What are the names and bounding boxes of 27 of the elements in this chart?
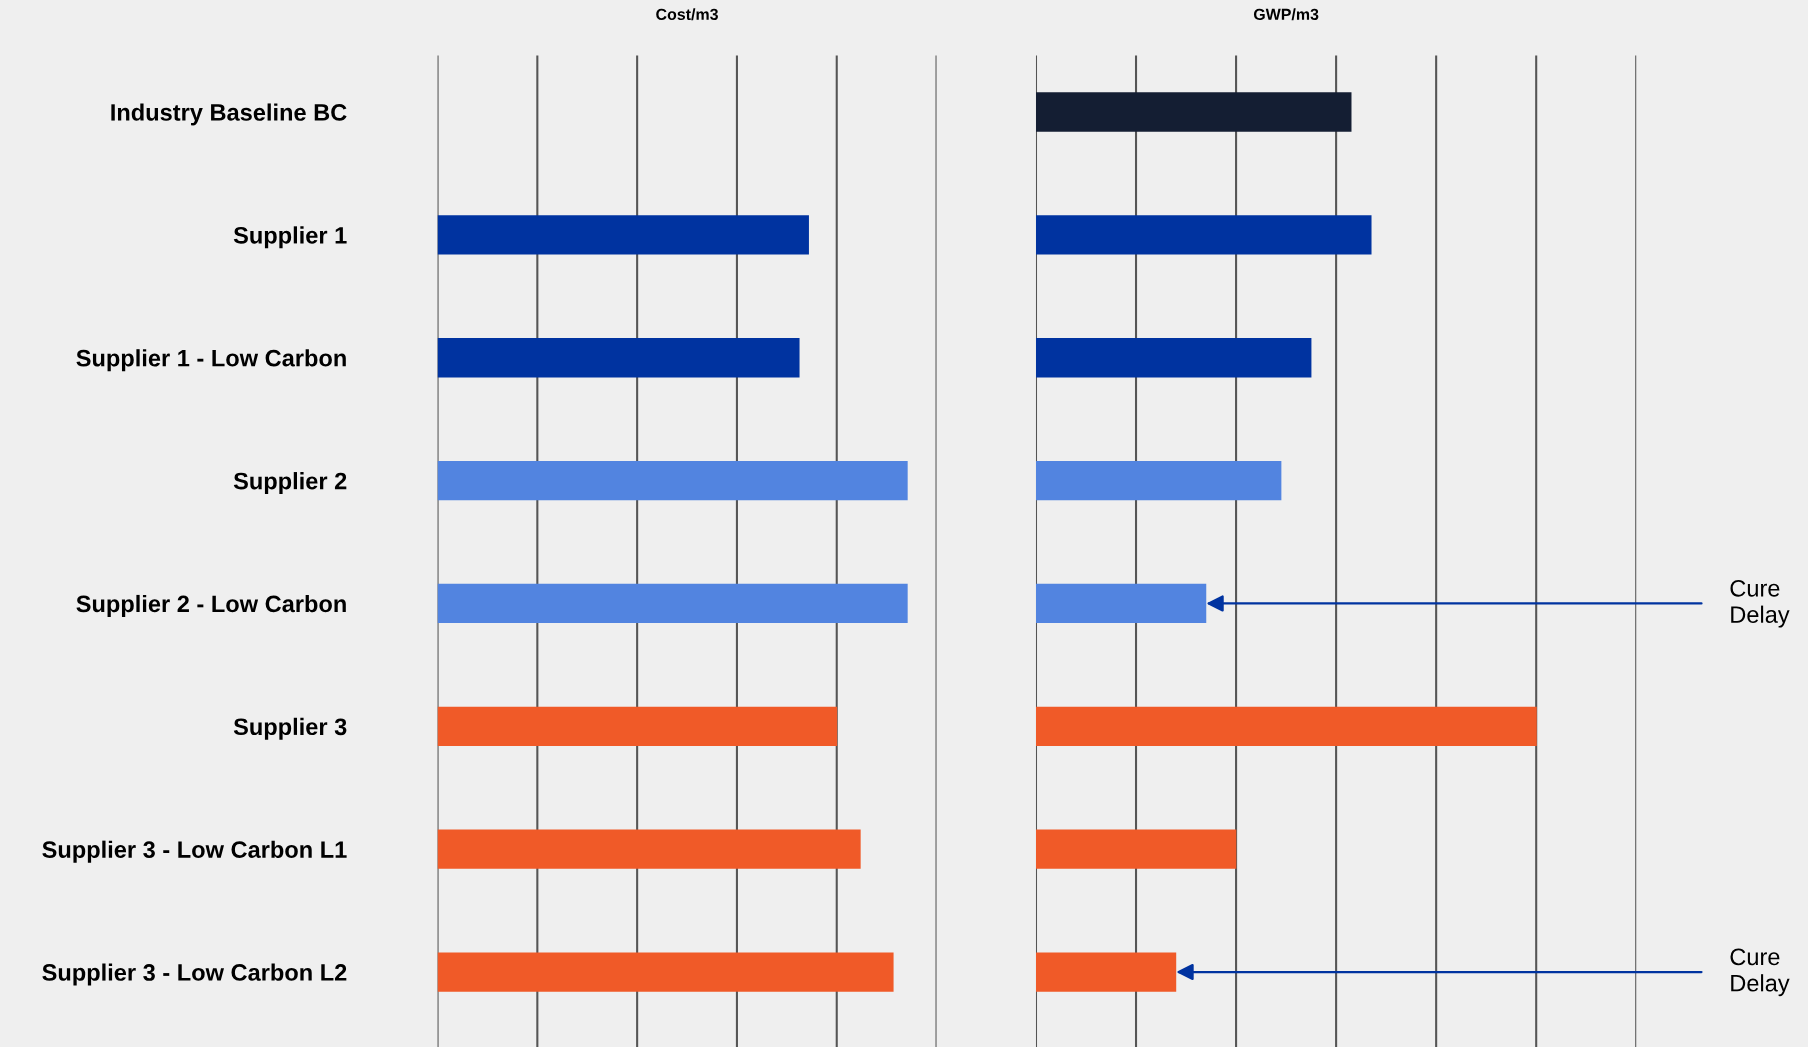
annotation: Cure Delay xyxy=(1730,579,1790,628)
bar xyxy=(1035,706,1537,746)
y-tick-label: Supplier 2 xyxy=(233,472,347,495)
bar xyxy=(437,829,861,869)
y-tick-label: Supplier 3 xyxy=(233,717,347,740)
y-tick-label: Supplier 3 - Low Carbon L2 xyxy=(42,963,347,986)
bar xyxy=(437,338,800,378)
bar xyxy=(1035,92,1352,132)
bar xyxy=(1035,215,1372,255)
bar xyxy=(1035,952,1177,992)
y-tick-label: Supplier 2 - Low Carbon xyxy=(76,594,346,617)
y-tick-label: Supplier 1 xyxy=(233,226,347,249)
bar xyxy=(1035,829,1237,869)
bar xyxy=(1035,583,1207,624)
bar xyxy=(1035,338,1312,378)
chart-title: GWP/m3 xyxy=(1253,8,1319,21)
bar xyxy=(437,583,908,624)
y-tick-label: Supplier 1 - Low Carbon xyxy=(76,349,346,372)
y-tick-label: Supplier 3 - Low Carbon L1 xyxy=(42,840,347,863)
bar xyxy=(437,460,908,501)
bar xyxy=(437,952,894,992)
bar xyxy=(437,215,809,255)
bar xyxy=(1035,460,1282,501)
y-tick-label: Industry Baseline BC xyxy=(111,103,347,126)
chart-title: Cost/m3 xyxy=(656,8,718,21)
annotation: Cure Delay xyxy=(1730,948,1790,997)
bar xyxy=(437,706,838,746)
